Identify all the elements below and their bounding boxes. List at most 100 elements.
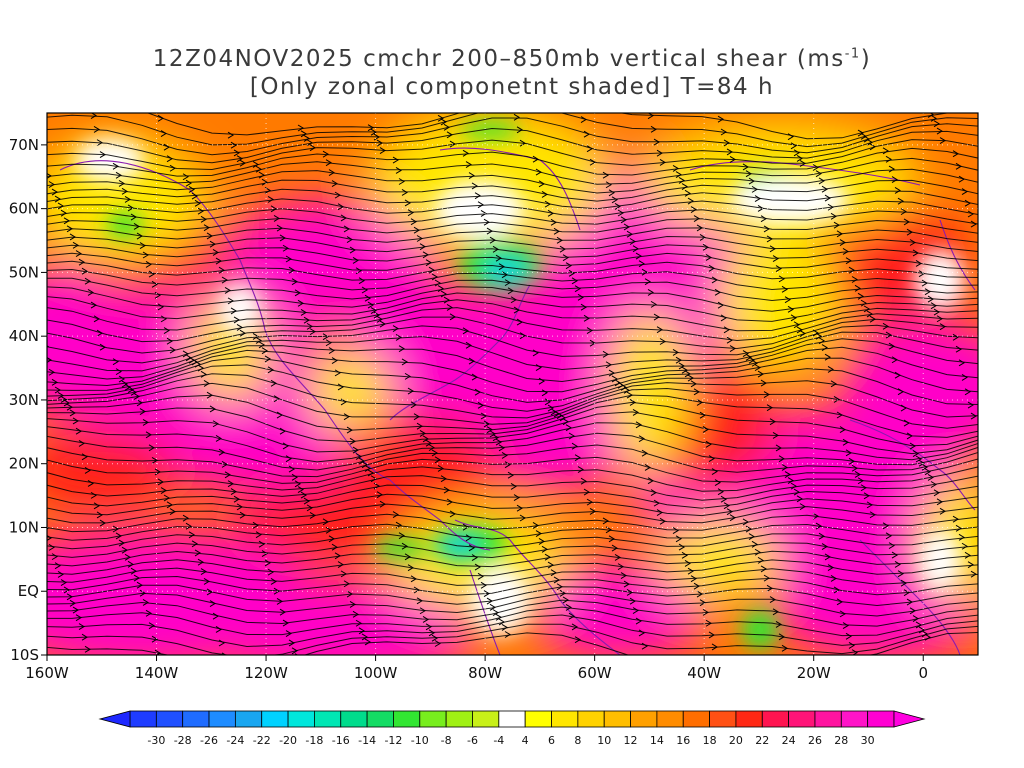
streamline-arrow bbox=[252, 521, 259, 529]
streamline-arrow bbox=[349, 437, 356, 445]
streamline-arrow bbox=[583, 488, 590, 496]
streamline-arrow bbox=[629, 597, 636, 605]
streamline-arrow bbox=[933, 120, 940, 128]
streamline-arrow bbox=[446, 498, 453, 506]
streamline-arrow bbox=[477, 572, 484, 580]
streamline-arrow bbox=[443, 123, 450, 131]
streamline-arrow bbox=[96, 511, 103, 519]
streamline-arrow bbox=[169, 164, 176, 172]
streamline-arrow bbox=[212, 420, 219, 428]
streamline-arrow bbox=[227, 131, 234, 139]
streamline-arrow bbox=[785, 654, 786, 655]
streamline-arrow bbox=[702, 426, 709, 433]
streamline-arrow bbox=[519, 332, 526, 340]
streamline-arrow bbox=[401, 542, 408, 550]
y-axis-ticks: 70N 60N 50N 40N 30N 20N 10N EQ 10S bbox=[9, 136, 47, 664]
streamline-arrow bbox=[51, 378, 58, 386]
streamline-arrow bbox=[745, 170, 752, 178]
streamline-arrow bbox=[492, 609, 499, 617]
streamline-arrow bbox=[81, 267, 88, 275]
shade-detail-6 bbox=[460, 122, 520, 138]
streamline-42 bbox=[47, 484, 978, 509]
streamline-arrow bbox=[888, 165, 895, 173]
streamline-arrow bbox=[443, 296, 450, 304]
streamline-arrow bbox=[818, 337, 825, 345]
streamline-arrow bbox=[115, 532, 122, 540]
streamline-arrow bbox=[812, 164, 819, 171]
streamline-arrow bbox=[191, 540, 198, 548]
streamline-arrow bbox=[270, 379, 277, 387]
streamline-arrow bbox=[906, 228, 913, 236]
streamline-arrow bbox=[815, 170, 822, 178]
streamline-arrow bbox=[693, 388, 700, 396]
colorbar-label: -12 bbox=[384, 734, 402, 747]
streamline-arrow bbox=[261, 550, 268, 558]
streamline-arrow bbox=[288, 266, 295, 274]
streamline-arrow bbox=[927, 295, 934, 303]
streamline-arrow bbox=[720, 495, 727, 503]
streamline-arrow bbox=[99, 519, 106, 527]
streamline-arrow bbox=[742, 518, 749, 526]
streamline-arrow bbox=[812, 512, 819, 520]
streamline-arrow bbox=[912, 450, 919, 457]
streamline-arrow bbox=[300, 491, 307, 499]
colorbar-min-arrow bbox=[98, 710, 131, 728]
streamline-arrow bbox=[784, 296, 791, 304]
streamline-arrow bbox=[157, 114, 164, 122]
streamline-arrow bbox=[641, 449, 648, 457]
streamline-arrow bbox=[909, 239, 916, 246]
colorbar-swatch-4 bbox=[234, 710, 263, 728]
streamline-arrow bbox=[781, 285, 788, 293]
colorbar-label: -6 bbox=[467, 734, 478, 747]
streamline-11 bbox=[47, 208, 978, 225]
streamline-arrow bbox=[748, 533, 755, 540]
streamline-arrow bbox=[239, 511, 246, 519]
streamline-arrow bbox=[127, 386, 134, 394]
streamline-arrow bbox=[112, 525, 119, 533]
streamline-arrow bbox=[647, 289, 654, 296]
streamline-arrow bbox=[684, 189, 691, 197]
streamline-arrow bbox=[930, 114, 937, 122]
streamline-arrow bbox=[617, 563, 624, 571]
streamline-arrow bbox=[200, 370, 207, 378]
streamline-arrow bbox=[218, 639, 225, 647]
streamline-arrow bbox=[967, 210, 974, 218]
colorbar-swatch-25 bbox=[788, 710, 816, 728]
streamline-arrow bbox=[827, 203, 834, 211]
streamline-29 bbox=[47, 356, 978, 403]
streamline-arrow bbox=[635, 252, 642, 260]
streamline-arrow bbox=[276, 598, 283, 605]
colorbar-swatch-26 bbox=[814, 710, 842, 728]
streamline-arrow bbox=[845, 449, 852, 457]
streamline-arrow bbox=[267, 366, 274, 374]
streamline-5 bbox=[47, 147, 978, 177]
colorbar: -30 -28 -26 -24 -22 -20 -18 -16 -14 -12 -10 -8 -6 -4 4… bbox=[98, 710, 926, 747]
colorbar-swatch-19 bbox=[630, 710, 658, 728]
streamline-arrow bbox=[535, 364, 542, 371]
streamline-arrow bbox=[708, 264, 715, 272]
streamline-arrow bbox=[379, 320, 386, 328]
x-tick-label: 80W bbox=[468, 664, 502, 682]
streamline-arrow bbox=[88, 99, 93, 105]
streamline-arrow bbox=[897, 570, 904, 578]
streamline-arrow bbox=[714, 479, 721, 487]
streamline-arrow bbox=[516, 318, 523, 326]
streamline-arrow bbox=[787, 133, 794, 141]
colorbar-swatch-5 bbox=[261, 710, 289, 728]
streamline-arrow bbox=[955, 524, 962, 532]
streamline-arrow bbox=[827, 365, 834, 373]
streamline-arrow bbox=[130, 388, 137, 396]
streamline-arrow bbox=[404, 553, 411, 561]
streamline-arrow bbox=[279, 234, 286, 242]
streamline-arrow bbox=[233, 495, 240, 503]
streamline-arrow bbox=[407, 209, 414, 217]
streamline-arrow bbox=[291, 278, 298, 286]
streamline-arrow bbox=[291, 647, 298, 655]
streamline-arrow bbox=[535, 530, 542, 537]
streamline-arrow bbox=[699, 599, 706, 607]
streamline-arrow bbox=[860, 484, 867, 492]
streamline-arrow bbox=[638, 260, 645, 268]
streamline-arrow bbox=[188, 186, 195, 193]
streamline-arrow bbox=[812, 329, 819, 337]
